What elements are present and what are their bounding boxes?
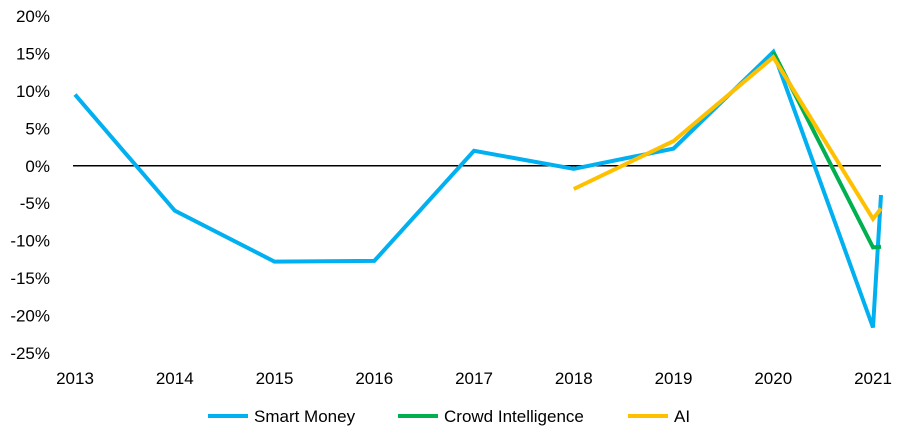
y-tick-label: 10% <box>16 82 50 101</box>
y-tick-label: 20% <box>16 7 50 26</box>
legend-label: AI <box>674 407 690 426</box>
x-tick-label: 2015 <box>256 369 294 388</box>
series-lines <box>73 48 883 329</box>
y-tick-label: -20% <box>10 307 50 326</box>
series-line-ai <box>572 54 883 223</box>
x-tick-label: 2021 <box>854 369 892 388</box>
x-tick-label: 2018 <box>555 369 593 388</box>
series-line-smart-money <box>73 48 883 329</box>
y-tick-label: 15% <box>16 44 50 63</box>
legend-label: Smart Money <box>254 407 356 426</box>
x-axis: 2013 2014 2015 2016 2017 2018 2019 2020 2021 <box>56 369 892 388</box>
x-tick-label: 2016 <box>355 369 393 388</box>
x-tick-label: 2019 <box>655 369 693 388</box>
x-tick-label: 2013 <box>56 369 94 388</box>
y-axis: 20% 15% 10% 5% 0% -5% -10% -15% -20% -25% <box>10 7 50 363</box>
x-tick-label: 2017 <box>455 369 493 388</box>
y-tick-label: -5% <box>20 194 50 213</box>
y-tick-label: 0% <box>25 157 50 176</box>
y-tick-label: -15% <box>10 269 50 288</box>
y-tick-label: -25% <box>10 344 50 363</box>
x-tick-label: 2014 <box>156 369 194 388</box>
y-tick-label: -10% <box>10 232 50 251</box>
x-tick-label: 2020 <box>754 369 792 388</box>
legend: Smart Money Crowd Intelligence AI <box>208 407 690 426</box>
legend-label: Crowd Intelligence <box>444 407 584 426</box>
y-tick-label: 5% <box>25 119 50 138</box>
